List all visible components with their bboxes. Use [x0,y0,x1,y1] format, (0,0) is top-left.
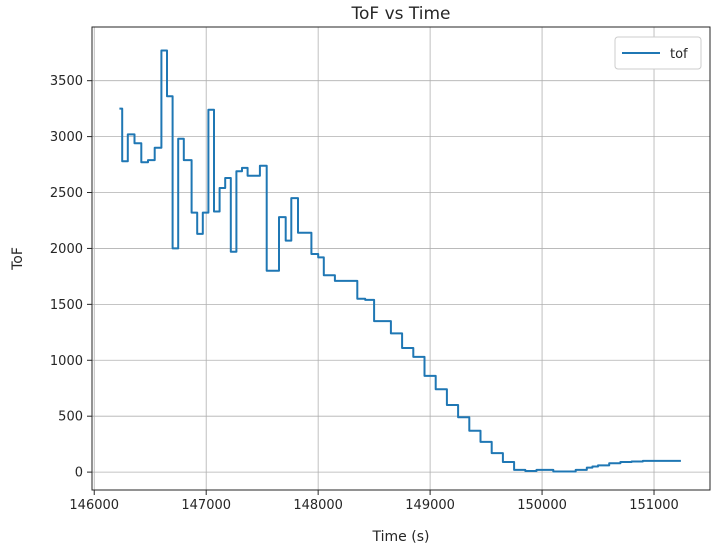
y-tick-label: 1000 [50,354,83,369]
y-tick-label: 2500 [50,186,83,201]
series-line-tof [119,49,681,473]
y-tick-label: 3000 [50,130,83,145]
y-tick-label: 3500 [50,74,83,89]
x-tick-label: 147000 [181,498,231,513]
y-tick-label: 0 [75,466,83,481]
x-tick-label: 149000 [405,498,455,513]
y-axis-ticks: 0 500 1000 1500 2000 2500 3000 3500 [50,74,92,481]
x-tick-label: 148000 [293,498,343,513]
y-tick-label: 1500 [50,298,83,313]
y-axis-label: ToF [10,247,26,271]
x-tick-label: 150000 [517,498,567,513]
y-tick-label: 2000 [50,242,83,257]
chart-title: ToF vs Time [350,4,450,24]
y-tick-label: 500 [58,410,83,425]
x-tick-label: 146000 [69,498,119,513]
x-axis-label: Time (s) [372,529,430,545]
x-axis-ticks: 146000 147000 148000 149000 150000 151000 [69,490,679,513]
grid-lines [92,27,710,490]
legend-label-tof: tof [670,47,688,62]
x-tick-label: 151000 [629,498,679,513]
plot-frame [91,26,711,491]
legend: tof [614,36,702,70]
